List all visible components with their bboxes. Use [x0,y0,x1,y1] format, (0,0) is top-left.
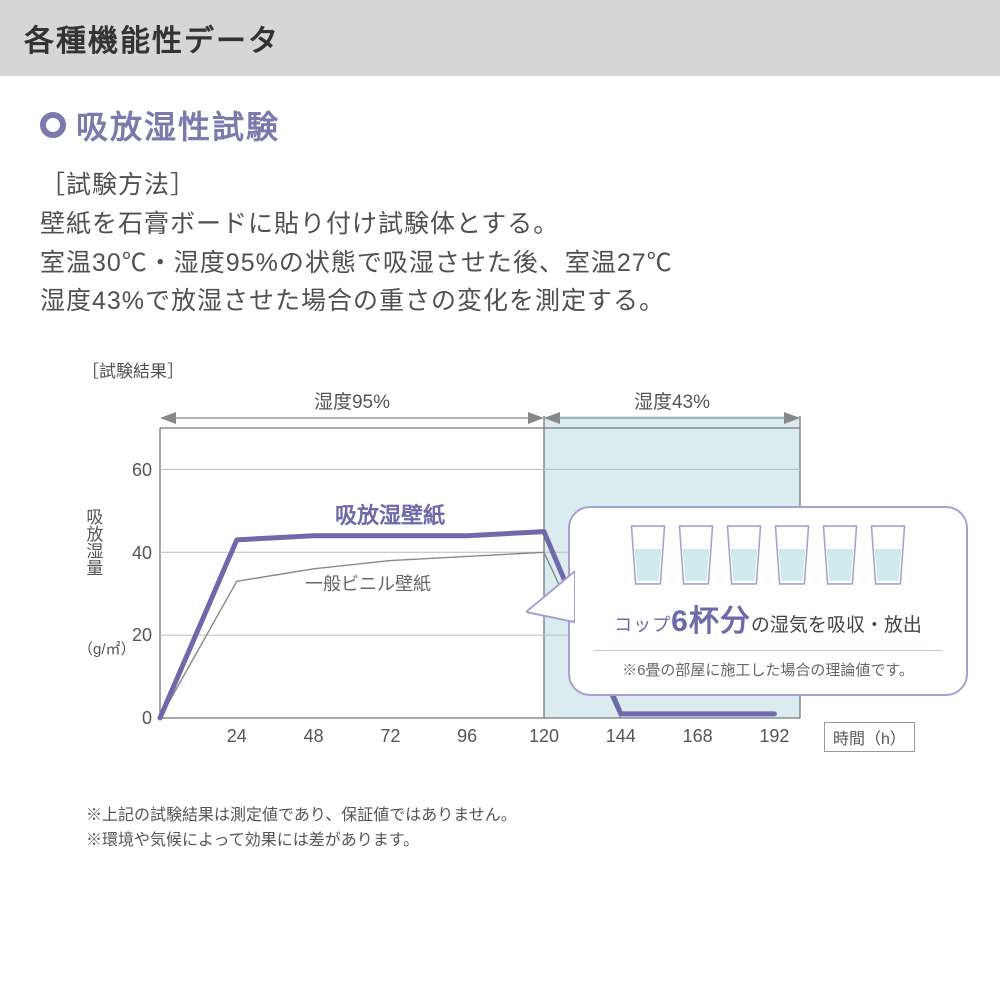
cup-icon [771,524,813,586]
test-method: ［試験方法］ 壁紙を石膏ボードに貼り付け試験体とする。 室温30℃・湿度95%の… [40,166,960,321]
series-main-label: 吸放湿壁紙 [335,503,445,528]
y-tick: 20 [132,625,152,645]
callout-tail-icon [526,568,576,628]
method-line: 室温30℃・湿度95%の状態で吸湿させた後、室温27℃ [40,244,960,283]
callout-divider [594,650,942,651]
cup-icon [867,524,909,586]
series-ref-label: 一般ビニル壁紙 [305,574,431,594]
callout-text: コップ6杯分の湿気を吸収・放出 [594,596,942,640]
footnotes: ※上記の試験結果は測定値であり、保証値ではありません。 ※環境や気候によって効果… [86,804,960,854]
x-tick: 48 [304,726,324,746]
section-title: 吸放湿性試験 [76,102,280,148]
x-tick: 120 [529,726,559,746]
callout-big: 6杯分 [671,605,751,638]
region-arrow-left [160,412,544,424]
x-tick: 192 [759,726,789,746]
region-label-left: 湿度95% [314,391,390,413]
footnote-line: ※上記の試験結果は測定値であり、保証値ではありません。 [86,804,960,829]
callout-cups [594,524,942,586]
callout-pre: コップ [614,615,671,635]
method-label: ［試験方法］ [40,166,960,205]
callout-rest: の湿気を吸収・放出 [751,615,922,636]
cup-icon [723,524,765,586]
x-tick: 168 [683,726,713,746]
cup-icon [819,524,861,586]
x-tick: 96 [457,726,477,746]
page-title: 各種機能性データ [24,25,280,58]
footnote-line: ※環境や気候によって効果には差があります。 [86,829,960,854]
x-tick: 72 [380,726,400,746]
callout-box: コップ6杯分の湿気を吸収・放出 ※6畳の部屋に施工した場合の理論値です。 [568,506,968,696]
chart-container: 吸放湿量 （g/㎡） 0 20 40 [80,388,980,788]
x-tick: 24 [227,726,247,746]
bullet-ring-icon [40,112,66,138]
cup-icon [675,524,717,586]
content-area: 吸放湿性試験 ［試験方法］ 壁紙を石膏ボードに貼り付け試験体とする。 室温30℃… [0,76,1000,854]
section-title-row: 吸放湿性試験 [40,102,960,148]
page-header: 各種機能性データ [0,0,1000,76]
method-line: 壁紙を石膏ボードに貼り付け試験体とする。 [40,205,960,244]
x-tick: 144 [606,726,636,746]
method-line: 湿度43%で放湿させた場合の重さの変化を測定する。 [40,282,960,321]
cup-icon [627,524,669,586]
result-label: ［試験結果］ [82,357,960,382]
y-tick: 60 [132,460,152,480]
region-label-right: 湿度43% [634,391,710,413]
y-tick: 40 [132,543,152,563]
x-axis-unit: 時間（h） [824,722,915,752]
callout-note: ※6畳の部屋に施工した場合の理論値です。 [594,659,942,680]
y-tick: 0 [142,708,152,728]
